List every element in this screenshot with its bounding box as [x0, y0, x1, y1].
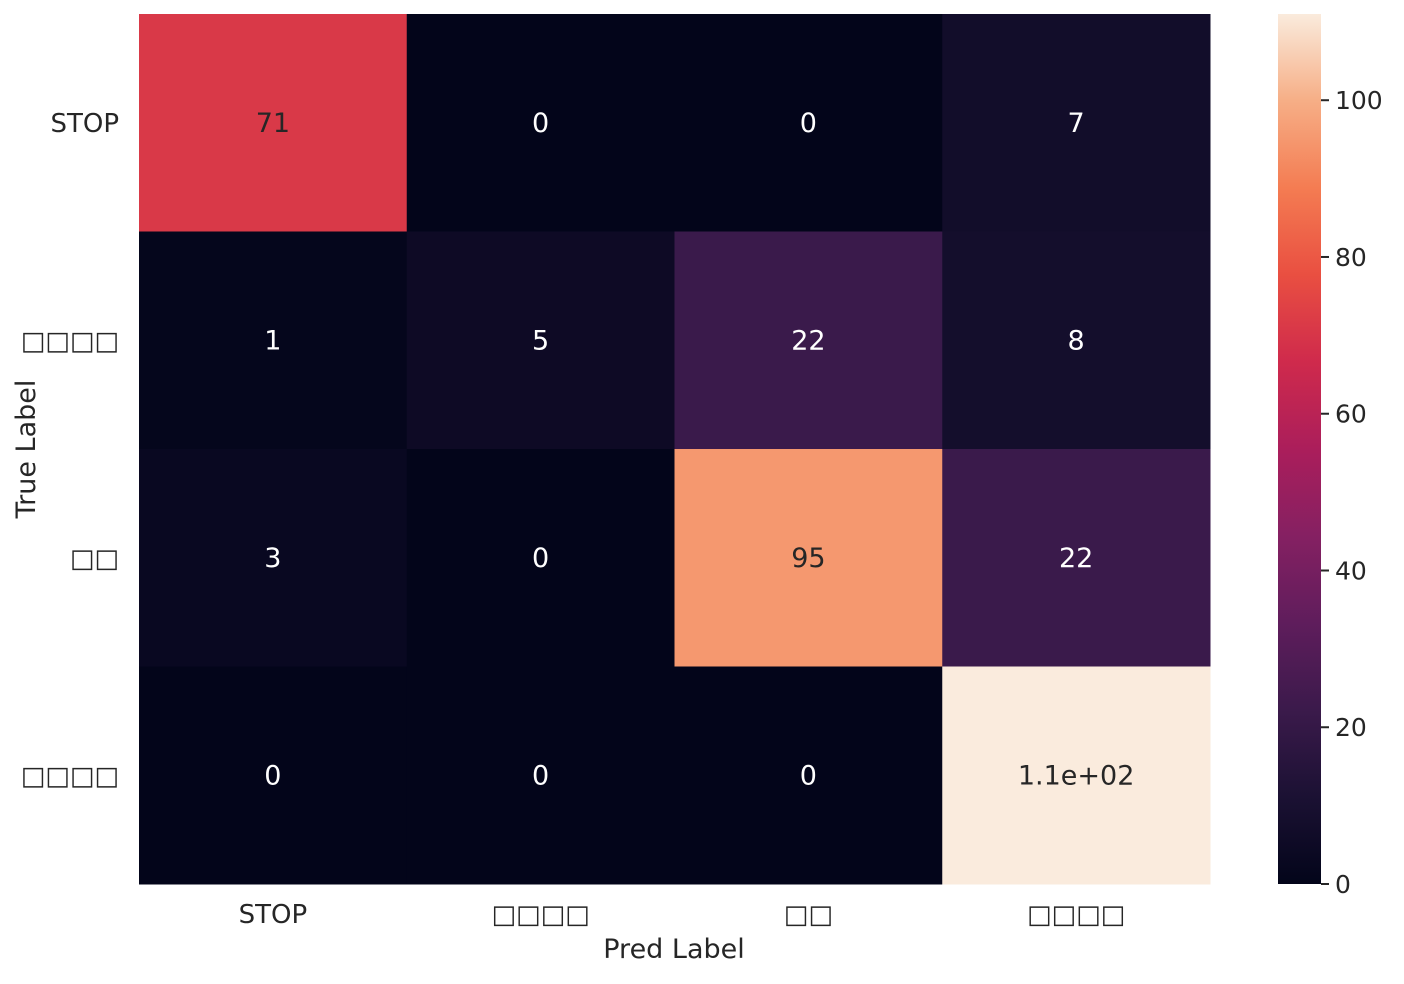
- cell-value-label: 22: [1059, 543, 1093, 574]
- heatmap-cell: [406, 449, 675, 667]
- x-axis-title: Pred Label: [603, 934, 745, 965]
- cell-value-label: 8: [1068, 325, 1085, 356]
- cell-value-label: 71: [256, 108, 290, 139]
- y-tick-label: □□□□: [21, 326, 119, 356]
- heatmap-cell: [406, 666, 675, 885]
- colorbar-tick-label: 60: [1335, 400, 1367, 429]
- x-tick-label: □□: [784, 900, 833, 930]
- colorbar-gradient: [1278, 14, 1321, 884]
- colorbar-tick-label: 0: [1335, 870, 1351, 899]
- heatmap-cell: [674, 231, 943, 450]
- heatmap-cell: [139, 231, 408, 450]
- heatmap-cell: [406, 231, 675, 450]
- cell-value-label: 0: [800, 108, 817, 139]
- cell-value-label: 0: [264, 760, 281, 791]
- y-tick-label: □□□□: [21, 761, 119, 791]
- colorbar: 0 20 40 60 80 100: [1278, 14, 1383, 899]
- colorbar-tick-label: 80: [1335, 243, 1367, 272]
- cell-value-label: 95: [791, 543, 825, 574]
- colorbar-tick-label: 20: [1335, 713, 1367, 742]
- cell-value-label: 0: [800, 760, 817, 791]
- heatmap-cell: [942, 231, 1211, 450]
- heatmap-cell: [942, 666, 1211, 885]
- x-tick-label: □□□□: [1027, 900, 1125, 930]
- heatmap-cell: [942, 14, 1211, 232]
- y-axis-title: True Label: [11, 380, 42, 520]
- cell-value-labels: 71 0 0 71 5 22 83 0 95 220 0 0 1.1e+02: [256, 108, 1135, 792]
- y-tick-label: □□: [70, 544, 119, 574]
- heatmap-cell: [674, 666, 943, 885]
- heatmap-cell: [139, 14, 408, 232]
- heatmap-cell: [674, 449, 943, 667]
- cell-value-label: 7: [1068, 108, 1085, 139]
- cell-value-label: 5: [532, 325, 549, 356]
- colorbar-ticks: 0 20 40 60 80 100: [1321, 86, 1383, 899]
- x-tick-label: STOP: [239, 900, 308, 930]
- colorbar-tick-label: 40: [1335, 556, 1367, 585]
- heatmap-cell: [406, 14, 675, 232]
- colorbar-tick-label: 100: [1335, 86, 1383, 115]
- heatmap-cell: [139, 449, 408, 667]
- y-axis-tick-labels: STOP□□□□□□□□□□: [21, 109, 119, 792]
- heatmap-cell: [674, 14, 943, 232]
- cell-value-label: 22: [791, 325, 825, 356]
- heatmap-cell: [139, 666, 408, 885]
- cell-value-label: 0: [532, 108, 549, 139]
- y-tick-label: STOP: [50, 109, 119, 139]
- cell-value-label: 0: [532, 760, 549, 791]
- cell-value-label: 1: [264, 325, 281, 356]
- cell-value-label: 3: [264, 543, 281, 574]
- cell-value-label: 0: [532, 543, 549, 574]
- x-tick-label: □□□□: [491, 900, 589, 930]
- cell-value-label: 1.1e+02: [1018, 760, 1135, 791]
- x-axis-tick-labels: STOP □□□□ □□ □□□□: [239, 900, 1126, 930]
- heatmap-cell: [942, 449, 1211, 667]
- heatmap-cells: [139, 14, 1211, 885]
